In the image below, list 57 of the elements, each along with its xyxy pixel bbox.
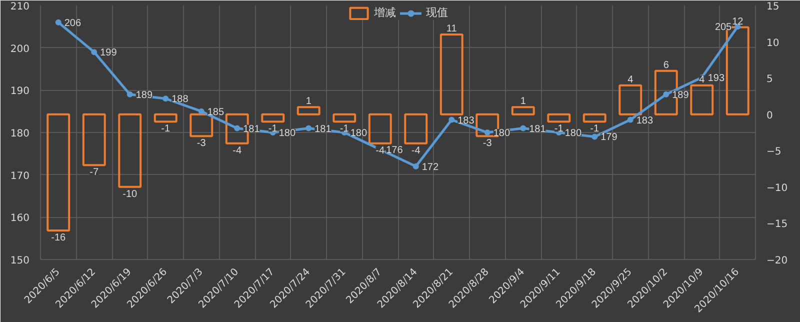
- y2-tick-label: −20: [766, 256, 788, 266]
- data-label: 181: [314, 124, 332, 135]
- data-label: -10: [122, 188, 138, 200]
- data-label: -4: [411, 145, 421, 156]
- y2-tick-label: 0: [766, 110, 773, 122]
- data-label: 1: [520, 96, 526, 108]
- legend-label: 现值: [426, 6, 448, 20]
- data-label: 172: [422, 162, 439, 173]
- data-label: -1: [590, 124, 600, 135]
- data-label: 206: [64, 18, 82, 29]
- data-label: 4: [699, 74, 706, 86]
- data-label: 1: [306, 96, 312, 108]
- data-label: 180: [493, 128, 510, 139]
- y2-tick-label: −15: [766, 219, 788, 230]
- y-tick-label: 160: [10, 213, 30, 224]
- data-label: -4: [376, 145, 386, 156]
- data-label: 183: [636, 115, 654, 126]
- data-label: 185: [207, 106, 224, 118]
- data-label: 199: [100, 48, 118, 59]
- data-label: 12: [732, 16, 744, 28]
- data-label: 4: [628, 74, 634, 86]
- data-label: 183: [458, 115, 475, 126]
- data-label: 189: [672, 90, 690, 101]
- data-label: 179: [600, 132, 618, 144]
- data-label: 205: [714, 22, 732, 34]
- data-label: 6: [663, 60, 670, 71]
- data-label: -4: [232, 145, 242, 156]
- data-label: 181: [243, 124, 260, 135]
- y-tick-label: 180: [10, 128, 30, 140]
- y2-tick-label: 5: [766, 74, 773, 86]
- data-label: 189: [136, 90, 153, 101]
- data-label: -3: [482, 138, 492, 150]
- legend-label: 增减: [374, 6, 396, 20]
- data-label: -7: [90, 167, 100, 178]
- y2-tick-label: −10: [766, 182, 788, 194]
- data-label: 193: [708, 72, 725, 84]
- y2-tick-label: −5: [766, 146, 782, 158]
- y-tick-label: 200: [10, 44, 30, 55]
- y-tick-label: 150: [10, 256, 30, 266]
- y-tick-label: 210: [10, 2, 30, 12]
- data-label: 180: [564, 128, 582, 139]
- data-label: 188: [172, 94, 189, 106]
- y2-tick-label: 10: [766, 38, 780, 49]
- data-label: 181: [529, 124, 546, 135]
- data-label: -1: [554, 124, 564, 135]
- data-label: -3: [196, 138, 206, 150]
- data-label: -1: [268, 124, 278, 135]
- y-tick-label: 170: [10, 170, 30, 182]
- data-label: 176: [386, 144, 404, 156]
- y-tick-label: 190: [10, 86, 30, 98]
- data-label: 11: [446, 24, 458, 35]
- data-label: -16: [51, 232, 66, 244]
- data-label: 180: [350, 128, 368, 139]
- data-label: 180: [278, 128, 296, 139]
- data-label: -1: [340, 124, 350, 135]
- data-label: -1: [161, 124, 171, 135]
- y2-tick-label: 15: [766, 2, 780, 12]
